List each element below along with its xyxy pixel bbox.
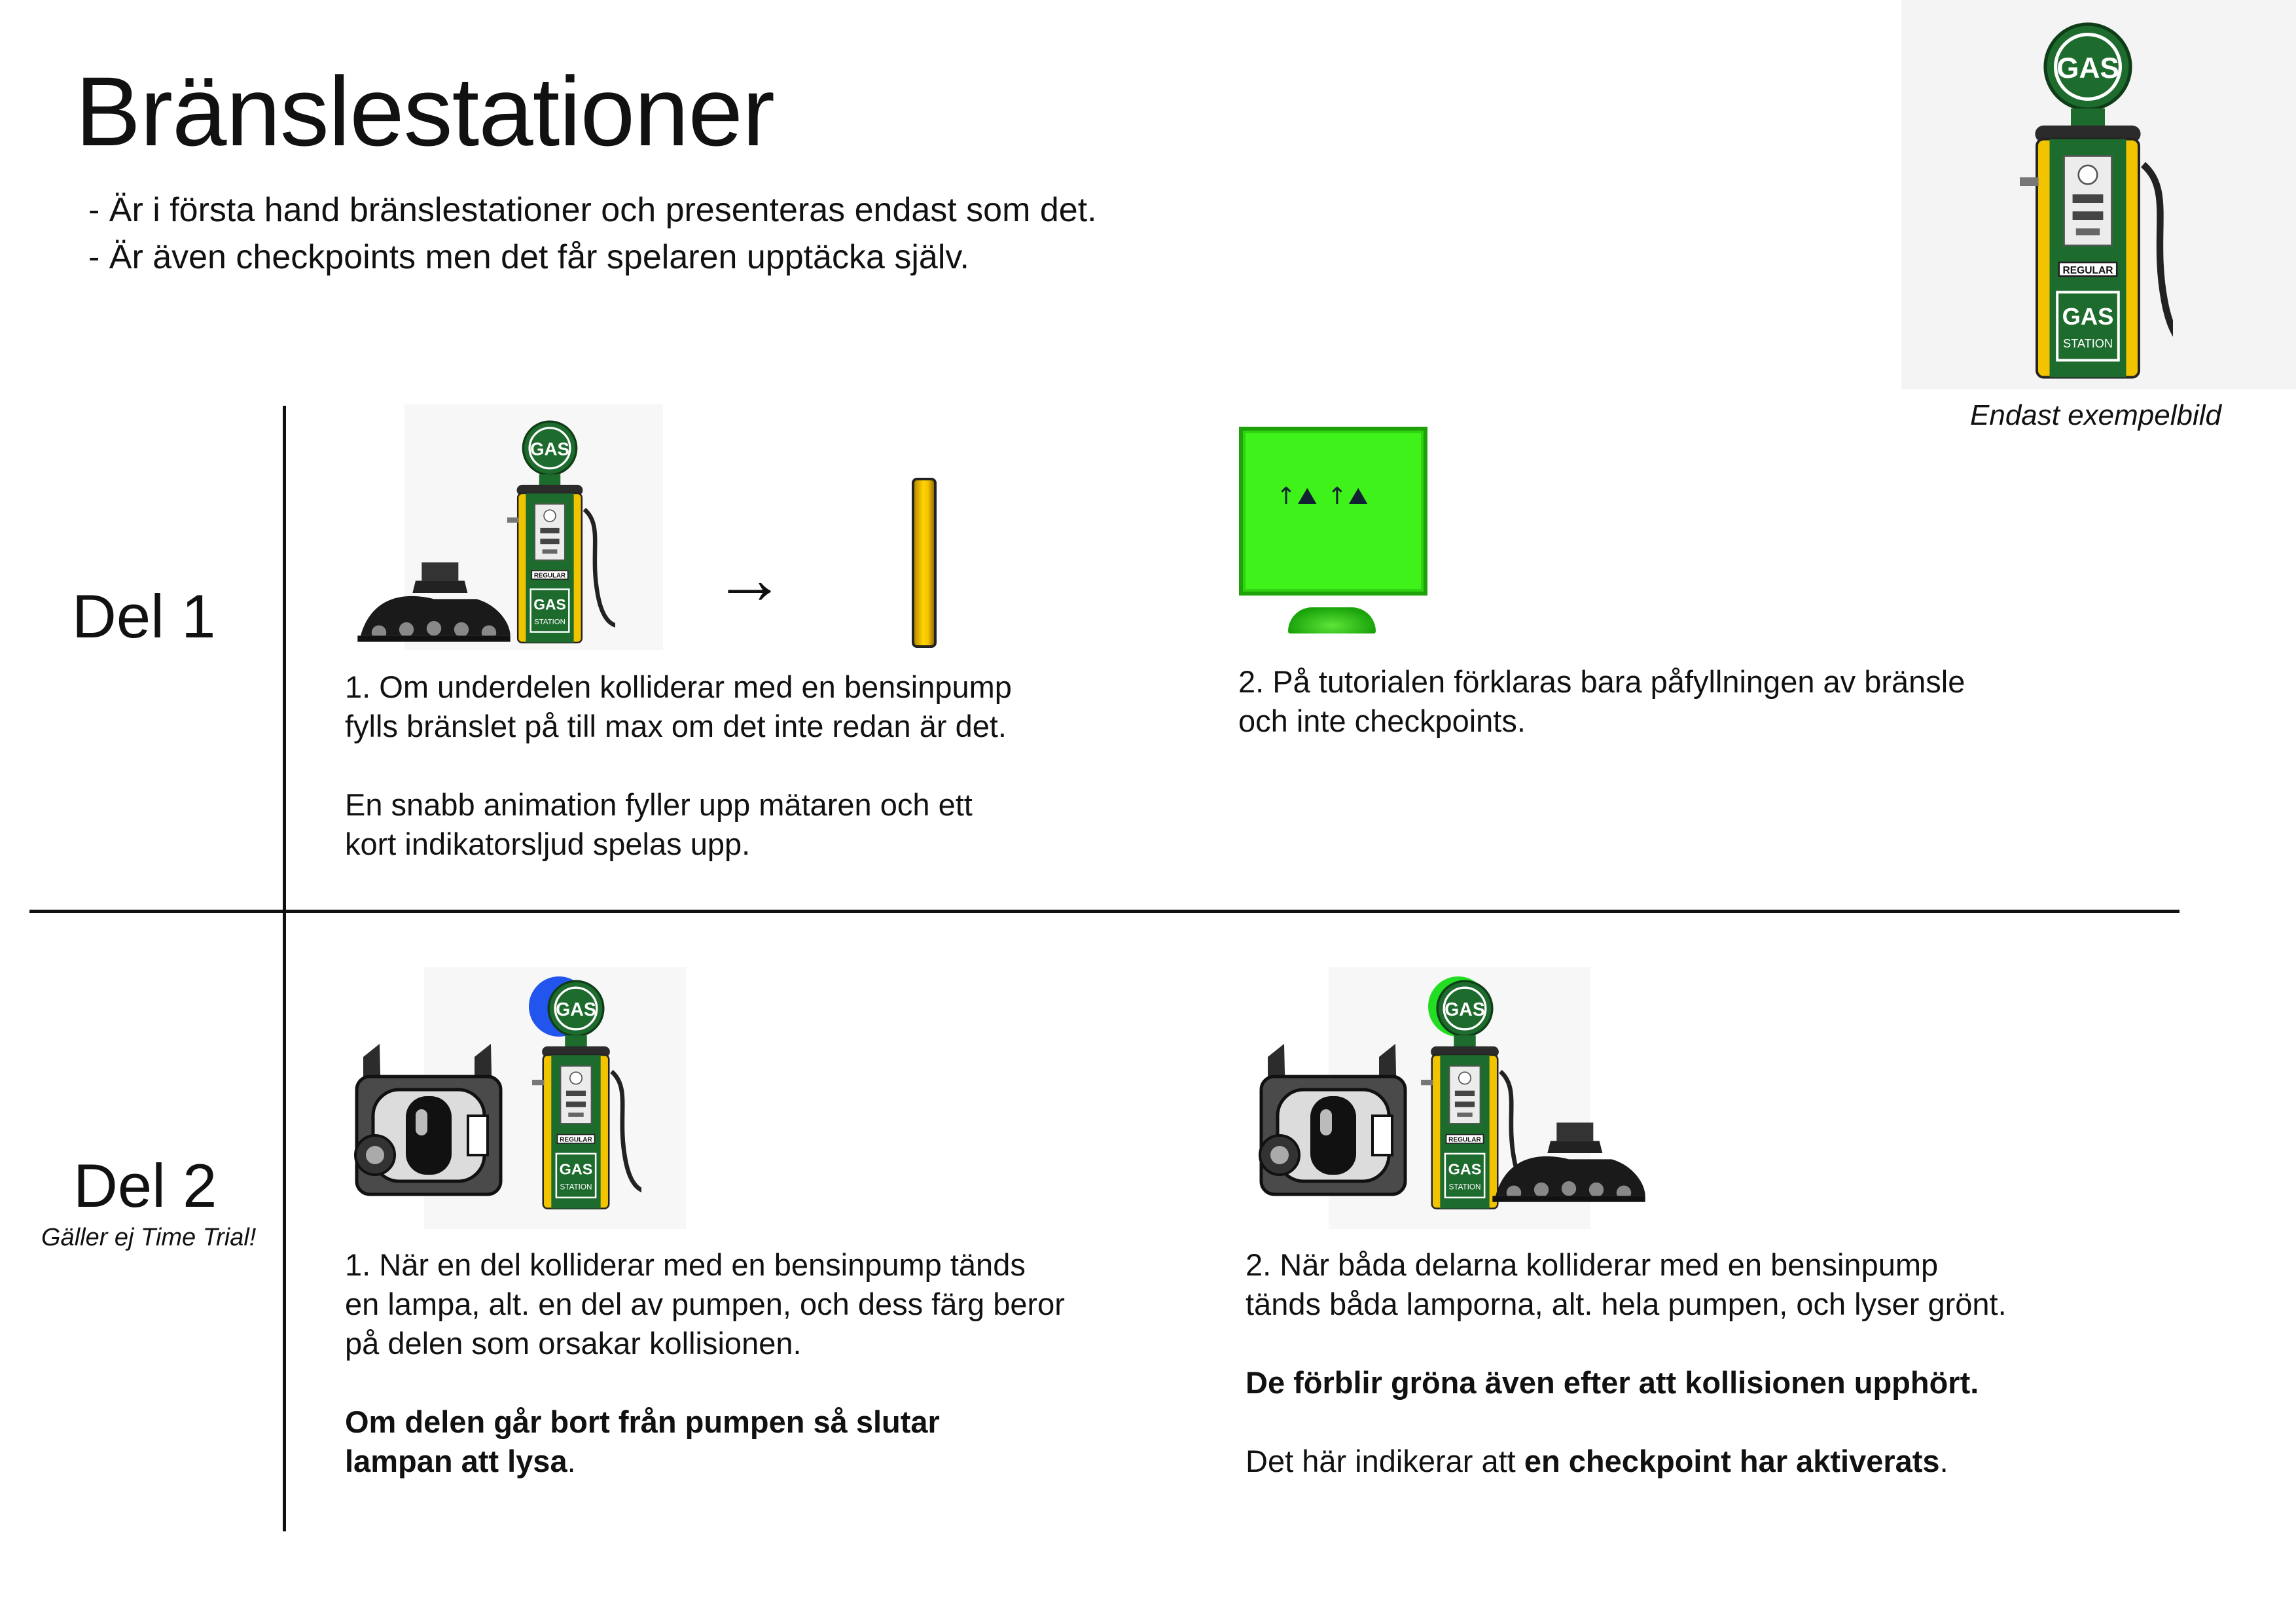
part2-label: Del 2 — [73, 1151, 217, 1220]
tracks-vehicle-icon — [1492, 1122, 1645, 1202]
bullet-2: - Är även checkpoints men det får spelar… — [88, 238, 969, 276]
part2-sublabel: Gäller ej Time Trial! — [41, 1224, 257, 1251]
part2-item2-last-text: Det här indikerar att en checkpoint har … — [1246, 1444, 1948, 1478]
horizontal-divider — [29, 910, 2179, 913]
bullet-1: - Är i första hand bränslestationer och … — [88, 191, 1097, 229]
arrow-icon: → — [713, 539, 785, 619]
fuel-gauge-icon — [912, 478, 937, 648]
screen-stand-icon — [1288, 607, 1376, 633]
example-caption: Endast exempelbild — [1970, 399, 2222, 431]
part2-item1-bold-text: Om delen går bort från pumpen så slutar … — [345, 1404, 940, 1478]
part1-item1-extra-text: En snabb animation fyller upp mätaren oc… — [345, 787, 973, 861]
robot-body-icon — [340, 1037, 517, 1207]
intro-bullets: - Är i första hand bränslestationer och … — [88, 187, 1097, 281]
part1-item1-text: 1. Om underdelen kolliderar med en bensi… — [345, 669, 1012, 743]
example-image-box — [1901, 0, 2296, 389]
part1-item2-text: 2. På tutorialen förklaras bara påfyllni… — [1238, 664, 1965, 738]
part2-item1-text: 1. När en del kolliderar med en bensinpu… — [345, 1247, 1065, 1361]
gas-pump-icon — [511, 978, 641, 1214]
robot-body-icon — [1245, 1037, 1422, 1207]
vertical-divider — [283, 406, 286, 1531]
part2-item2-text: 2. När båda delarna kolliderar med en be… — [1246, 1247, 2007, 1321]
gas-pump-example-icon — [2003, 20, 2173, 386]
part2-item2-bold-text: De förblir gröna även efter att kollisio… — [1246, 1365, 1979, 1400]
gas-pump-icon — [484, 419, 615, 648]
part1-label: Del 1 — [72, 582, 216, 651]
tutorial-glyphs-icon: ↑⛰ ↑⛰ — [1276, 483, 1370, 510]
page-title: Bränslestationer — [75, 56, 775, 166]
tutorial-screen-icon — [1239, 427, 1427, 596]
